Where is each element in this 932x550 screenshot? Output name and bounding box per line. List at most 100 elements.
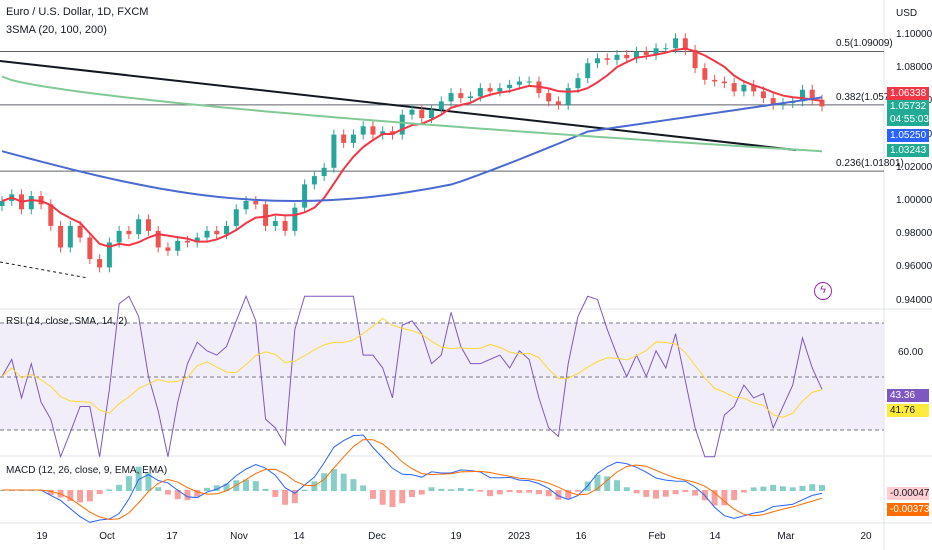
macd-histogram-bar	[291, 490, 298, 504]
price-tick-label: 0.96000	[896, 261, 932, 273]
sma20-line	[1, 47, 823, 248]
lightning-icon[interactable]: ϟ	[814, 282, 832, 300]
candle-body	[48, 204, 54, 226]
candle-body	[429, 109, 435, 118]
macd-histogram-bar	[438, 488, 445, 491]
macd-histogram-bar	[262, 488, 269, 491]
candle-body	[721, 81, 727, 84]
candle-body	[477, 88, 483, 97]
macd-histogram-bar	[526, 490, 533, 493]
candle-body	[770, 98, 776, 105]
price-tick-label: 1.10000	[896, 29, 932, 40]
candle-body	[350, 134, 356, 143]
candle-body	[760, 91, 766, 99]
candle-body	[116, 230, 122, 243]
candle-body	[272, 220, 278, 226]
candle-body	[302, 184, 308, 208]
candle-body	[311, 176, 317, 185]
candle-body	[58, 225, 64, 248]
candle-body	[214, 230, 220, 235]
time-tick-label: 19	[36, 531, 48, 542]
candle-body	[341, 134, 347, 143]
candle-body	[145, 219, 151, 231]
candle-body	[263, 204, 269, 226]
rsi-line	[1, 294, 823, 459]
macd-histogram-bar	[301, 489, 308, 491]
time-tick-label: 19	[450, 531, 462, 542]
candle-body	[97, 259, 103, 268]
macd-histogram-bar	[409, 490, 415, 498]
macd-histogram-bar	[623, 487, 630, 491]
candle-body	[731, 83, 737, 92]
candle-body	[224, 225, 230, 235]
time-tick-label: Dec	[368, 531, 386, 542]
time-tick-label: 2023	[507, 531, 531, 542]
price-tick-label: 0.98000	[896, 228, 932, 240]
macd-histogram-bar	[379, 490, 386, 505]
macd-histogram-bar	[604, 476, 611, 491]
candle-body	[682, 38, 688, 50]
macd-histogram-bar	[789, 487, 796, 491]
countdown-badge: 04:55:03	[887, 113, 929, 126]
macd-histogram-bar	[819, 485, 825, 491]
price-tick-label: 1.02000	[896, 161, 932, 173]
macd-histogram-bar	[174, 490, 181, 500]
candle-body	[77, 225, 83, 238]
macd-histogram-bar	[252, 481, 259, 491]
macd-histogram-bar	[86, 490, 93, 502]
macd-histogram-bar	[692, 490, 699, 496]
candle-body	[673, 38, 679, 49]
macd-histogram-bar	[184, 490, 191, 501]
candle-body	[165, 247, 171, 251]
candle-body	[575, 78, 581, 89]
candle-body	[653, 48, 659, 55]
candle-body	[497, 88, 503, 92]
macd-histogram-bar	[116, 484, 123, 491]
candle-body	[370, 126, 376, 135]
symbol-title[interactable]: Euro / U.S. Dollar, 1D, FXCM	[6, 6, 149, 18]
candle-body	[321, 167, 327, 177]
macd-histogram-bar	[574, 490, 581, 492]
candle-body	[585, 63, 591, 79]
sma-indicator-label[interactable]: 3SMA (20, 100, 200)	[6, 24, 107, 36]
macd-histogram-bar	[506, 490, 513, 493]
rsi-label[interactable]: RSI (14, close, SMA, 14, 2)	[6, 316, 128, 327]
candle-body	[555, 101, 561, 105]
fib-level-label: 0.382(1.05787)	[836, 91, 904, 103]
macd-histogram-bar	[750, 487, 757, 491]
macd-label[interactable]: MACD (12, 26, close, 9, EMA, EMA)	[6, 465, 168, 476]
candle-body	[409, 109, 415, 115]
macd-histogram-bar	[721, 490, 728, 506]
candle-body	[243, 201, 249, 210]
macd-histogram-bar	[448, 489, 455, 491]
price-tick-label: 1.00000	[896, 195, 932, 206]
time-tick-label: Nov	[230, 531, 248, 542]
price-tick-label: 1.08000	[896, 62, 932, 74]
candle-body	[360, 126, 366, 135]
macd-histogram-bar	[614, 480, 620, 491]
macd-histogram-bar	[155, 487, 162, 491]
time-tick-label: Mar	[777, 531, 795, 542]
macd-histogram-bar	[213, 485, 220, 491]
candle-body	[468, 96, 474, 99]
macd-histogram-bar	[682, 490, 689, 493]
candle-body	[692, 49, 698, 69]
macd-histogram-bar	[535, 490, 542, 495]
macd-histogram-bar	[809, 484, 816, 491]
macd-histogram-bar	[321, 473, 328, 491]
candle-body	[126, 230, 132, 235]
macd-histogram-bar	[428, 487, 435, 491]
macd-histogram-bar	[418, 490, 425, 495]
macd-histogram-bar	[194, 490, 201, 497]
fib-level-label: 0.5(1.09009)	[836, 38, 893, 50]
candle-body	[526, 81, 532, 83]
candle-body	[809, 89, 815, 100]
macd-histogram-bar	[711, 490, 718, 506]
macd-histogram-bar	[360, 485, 367, 491]
macd-histogram-bar	[389, 490, 396, 508]
macd-histogram-bar	[653, 490, 660, 499]
candle-body	[663, 48, 669, 50]
macd-signal-line	[2, 439, 823, 521]
sma20-badge: 1.06338	[887, 87, 929, 100]
